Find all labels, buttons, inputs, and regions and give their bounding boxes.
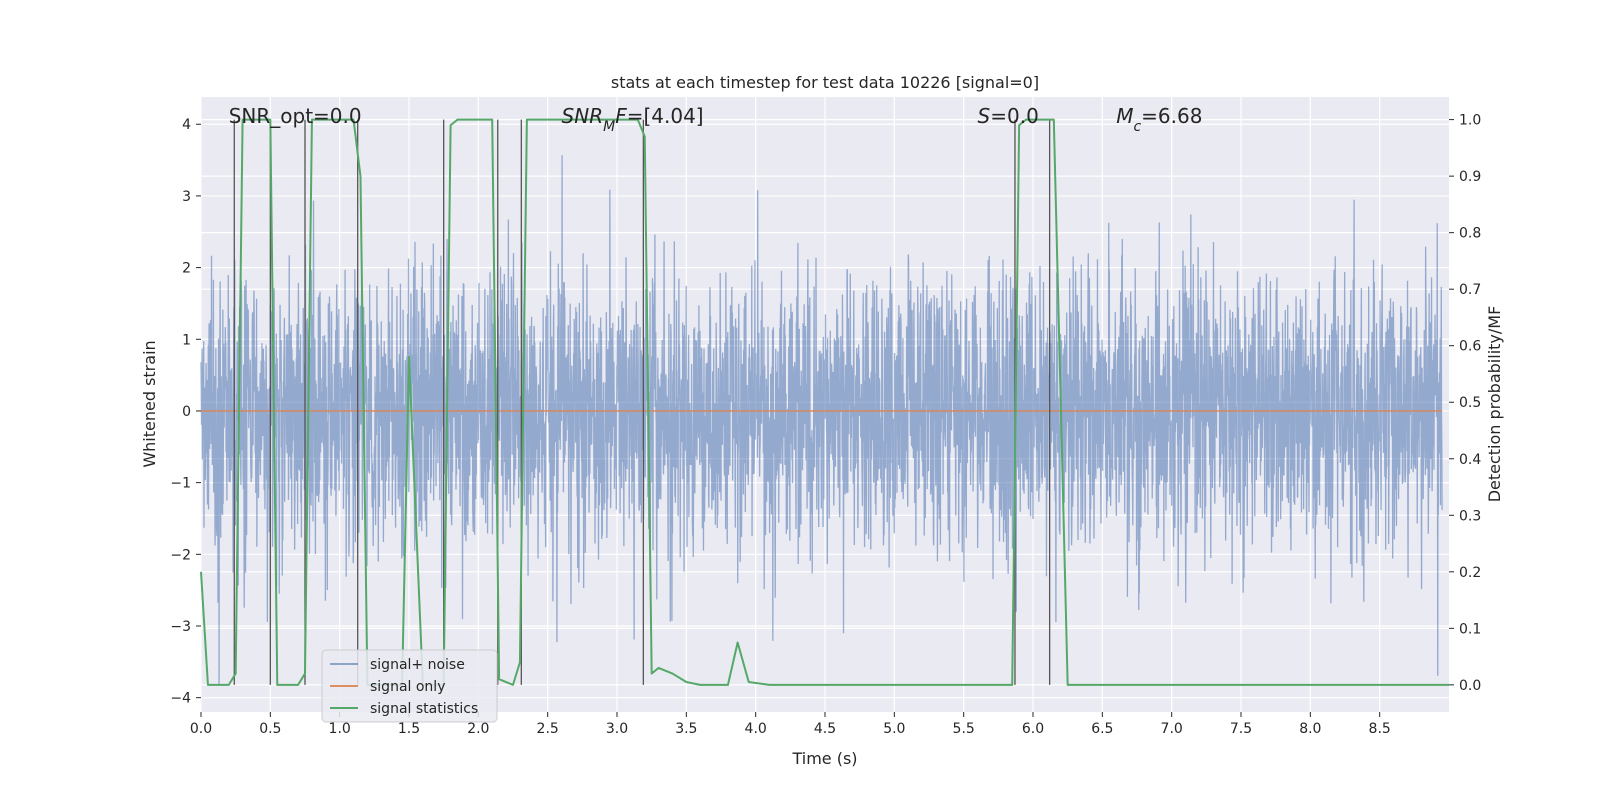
- x-tick-label: 8.5: [1369, 721, 1391, 737]
- x-tick-label: 4.5: [814, 721, 836, 737]
- x-tick-label: 6.0: [1022, 721, 1044, 737]
- signal-statistics-line: [200, 118, 1449, 686]
- y-tick-label: 1: [182, 332, 191, 348]
- x-tick-label: 8.0: [1299, 721, 1321, 737]
- x-tick-label: 3.0: [606, 721, 628, 737]
- y-tick-label: −3: [170, 619, 191, 635]
- legend-box: [321, 649, 498, 723]
- y-tick-label: 4: [182, 117, 191, 133]
- x-tick-label: 1.5: [398, 721, 420, 737]
- y-tick-label: −2: [170, 547, 191, 563]
- snr-opt-annotation: SNR_opt=0.0: [229, 104, 362, 128]
- legend-label: signal only: [370, 679, 445, 695]
- s-annotation: S=0.0: [978, 104, 1039, 128]
- y2-tick-label: 0.0: [1459, 678, 1481, 694]
- y-tick-label: −4: [170, 691, 191, 707]
- y2-tick-label: 0.1: [1459, 621, 1481, 637]
- x-tick-label: 5.0: [883, 721, 905, 737]
- x-axis-label: Time (s): [791, 749, 857, 768]
- y2-tick-label: 0.4: [1459, 452, 1481, 468]
- chart-title: stats at each timestep for test data 102…: [611, 73, 1039, 92]
- x-tick-label: 1.0: [329, 721, 351, 737]
- y-tick-label: 0: [182, 404, 191, 420]
- y2-tick-label: 0.6: [1459, 339, 1481, 355]
- x-tick-label: 5.5: [953, 721, 975, 737]
- x-tick-label: 7.5: [1230, 721, 1252, 737]
- y2-tick-label: 0.2: [1459, 565, 1481, 581]
- x-tick-label: 2.0: [467, 721, 489, 737]
- x-tick-label: 0.0: [190, 721, 212, 737]
- y2-tick-label: 0.5: [1459, 395, 1481, 411]
- mc-annotation: Mc=6.68: [1116, 104, 1202, 135]
- x-tick-label: 2.5: [537, 721, 559, 737]
- vertical-markers: [233, 119, 1051, 685]
- y-tick-label: 2: [182, 261, 191, 277]
- x-tick-label: 7.0: [1161, 721, 1183, 737]
- legend-label: signal statistics: [370, 701, 478, 717]
- y2-tick-label: 0.9: [1459, 169, 1481, 185]
- y2-tick-label: 0.3: [1459, 508, 1481, 524]
- legend-label: signal+ noise: [370, 657, 465, 673]
- y-tick-label: 3: [182, 189, 191, 205]
- y-tick-label: −1: [170, 476, 191, 492]
- legend: signal+ noise signal only signal statistic…: [321, 649, 498, 723]
- x-tick-label: 3.5: [675, 721, 697, 737]
- y2-tick-label: 1.0: [1459, 113, 1481, 129]
- y2-tick-label: 0.7: [1459, 282, 1481, 298]
- y2-tick-label: 0.8: [1459, 226, 1481, 242]
- axes: 0.0 0.5 1.0 1.5 2.0 2.5 3.0 3.5 4.0 4.5 5.0 5.5 6.0 6…: [170, 113, 1481, 737]
- noise-line: [200, 155, 1443, 685]
- x-tick-label: 4.0: [745, 721, 767, 737]
- signal-plus-noise-series: [200, 155, 1443, 685]
- x-tick-label: 0.5: [259, 721, 281, 737]
- annotations: SNR_opt=0.0 SNRMF=[4.04] S=0.0 Mc=6.68: [229, 104, 1203, 135]
- y-axis-label: Whitened strain: [140, 340, 159, 467]
- signal-statistics-series: [200, 118, 1449, 686]
- x-tick-label: 6.5: [1091, 721, 1113, 737]
- snr-mf-annotation: SNRMF=[4.04]: [562, 104, 704, 135]
- y2-axis-label: Detection probability/MF: [1485, 306, 1504, 503]
